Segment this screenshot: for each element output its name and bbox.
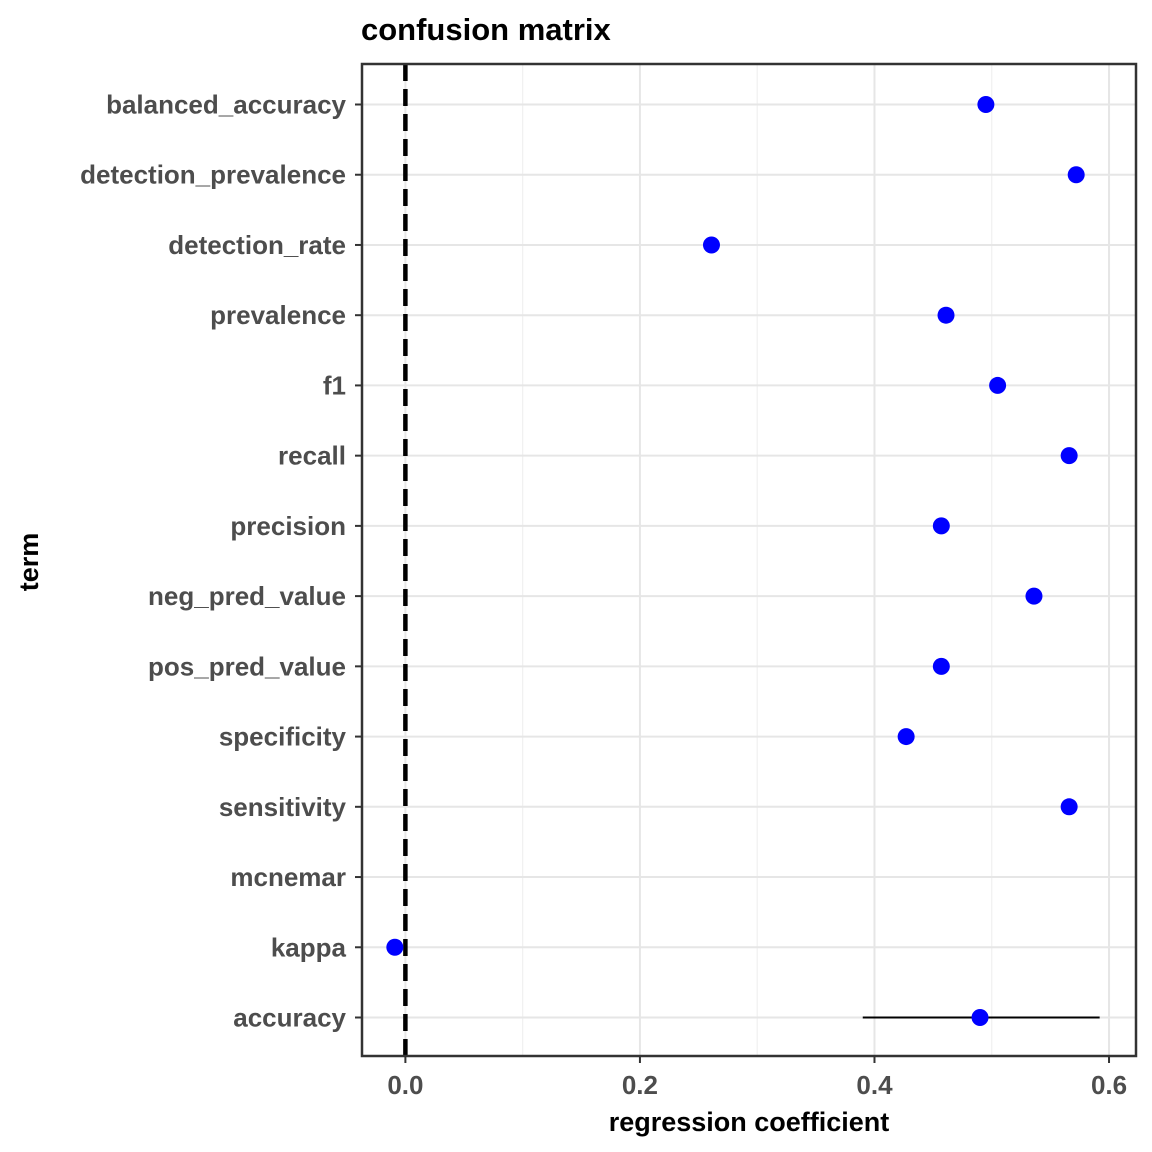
x-tick-label: 0.2 <box>622 1070 658 1100</box>
point-specificity <box>897 728 915 746</box>
point-neg_pred_value <box>1025 587 1043 605</box>
x-tick-label: 0.4 <box>856 1070 893 1100</box>
x-axis-title: regression coefficient <box>609 1107 890 1137</box>
panel-background <box>362 64 1136 1056</box>
y-tick-label: recall <box>278 441 346 471</box>
point-kappa <box>386 938 404 956</box>
point-sensitivity <box>1060 798 1078 816</box>
y-tick-label: kappa <box>271 932 347 962</box>
y-tick-label: detection_prevalence <box>80 160 346 190</box>
point-detection_prevalence <box>1067 166 1085 184</box>
point-recall <box>1060 447 1078 465</box>
y-tick-label: precision <box>230 511 346 541</box>
y-tick-label: mcnemar <box>230 862 346 892</box>
point-f1 <box>989 376 1007 394</box>
plot-panel <box>360 62 1138 1058</box>
y-tick-label: accuracy <box>233 1003 346 1033</box>
y-tick-label: detection_rate <box>168 230 346 260</box>
y-tick-label: neg_pred_value <box>148 581 346 611</box>
point-prevalence <box>937 306 955 324</box>
y-tick-label: specificity <box>219 722 347 752</box>
x-axis: 0.0 0.2 0.4 0.6 <box>387 1056 1127 1100</box>
point-detection_rate <box>702 236 720 254</box>
y-tick-label: f1 <box>323 370 346 400</box>
y-tick-label: sensitivity <box>219 792 347 822</box>
y-tick-label: prevalence <box>210 300 346 330</box>
panel-border <box>360 62 1138 1058</box>
point-balanced_accuracy <box>977 96 995 113</box>
chart-title: confusion matrix <box>361 12 612 47</box>
point-precision <box>932 517 950 535</box>
y-tick-label: balanced_accuracy <box>106 90 346 120</box>
x-tick-label: 0.0 <box>387 1070 423 1100</box>
x-tick-label: 0.6 <box>1091 1070 1127 1100</box>
point-accuracy <box>971 1009 989 1026</box>
point-pos_pred_value <box>932 657 950 675</box>
y-tick-label: pos_pred_value <box>148 651 346 681</box>
y-axis: balanced_accuracy detection_prevalencedet… <box>80 90 362 1033</box>
y-axis-title: term <box>14 533 44 592</box>
